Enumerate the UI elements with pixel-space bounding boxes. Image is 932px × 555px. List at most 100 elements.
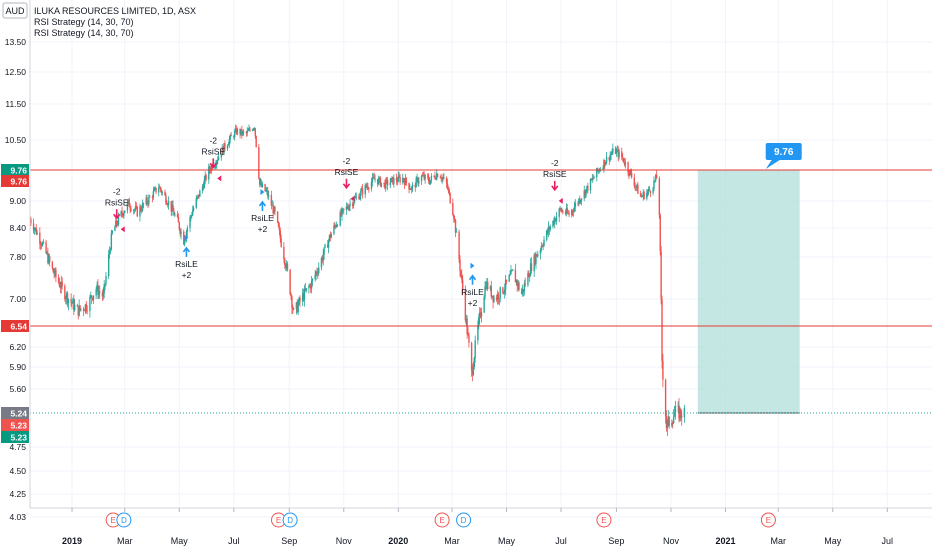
candle-body: [543, 239, 545, 246]
candle-body: [416, 178, 418, 180]
candle-body: [280, 238, 282, 247]
candle-body: [251, 130, 254, 131]
candle-body: [228, 139, 231, 145]
candle-body: [217, 159, 219, 162]
x-tick-label: 2020: [388, 536, 408, 546]
candle-body: [454, 219, 457, 233]
candle-body: [420, 175, 423, 182]
candle-body: [404, 177, 407, 185]
candle-body: [510, 270, 512, 275]
candle-body: [377, 178, 380, 185]
candle-body: [621, 151, 623, 158]
symbol-title: ILUKA RESOURCES LIMITED, 1D, ASX: [34, 6, 196, 16]
long-signal-marker: [470, 262, 475, 269]
target-zone[interactable]: [697, 170, 800, 413]
x-tick-label: May: [171, 536, 189, 546]
candle-body: [276, 211, 279, 222]
y-tick-label: 8.40: [9, 223, 26, 233]
candle-body: [151, 196, 154, 198]
candle-body: [57, 276, 60, 283]
earnings-event-icon[interactable]: [434, 512, 450, 528]
candle-body: [73, 299, 75, 311]
candle-body: [342, 208, 344, 210]
dividend-event-icon[interactable]: [456, 512, 472, 528]
candle-body: [564, 212, 567, 214]
x-tick-label: Mar: [444, 536, 460, 546]
candle-body: [360, 188, 363, 191]
candle-body: [436, 173, 438, 180]
candle-body: [104, 283, 106, 285]
candle-body: [111, 230, 113, 234]
candle-body: [573, 206, 576, 212]
candle-body: [409, 189, 411, 190]
candle-body: [453, 218, 456, 220]
candle-body: [524, 283, 526, 285]
signal-label: +2: [182, 270, 192, 280]
candle-body: [417, 178, 419, 184]
y-tick-label: 6.20: [9, 342, 26, 352]
earnings-event-icon[interactable]: [596, 512, 612, 528]
candle-body: [641, 196, 644, 197]
candle-body: [411, 187, 413, 190]
candle-body: [46, 252, 48, 254]
candle-body: [224, 143, 226, 149]
candle-body: [617, 149, 619, 158]
candle-body: [327, 240, 330, 248]
earnings-event-icon[interactable]: [760, 512, 776, 528]
event-label: D: [121, 516, 127, 525]
candle-body: [539, 249, 542, 254]
candle-body: [612, 148, 614, 154]
candle-body: [354, 197, 357, 199]
candle-body: [222, 147, 224, 154]
candle-body: [511, 270, 513, 272]
signal-label: RsiSE: [543, 169, 567, 179]
candle-body: [185, 231, 188, 238]
candle-body: [352, 203, 354, 206]
candle-body: [572, 211, 575, 213]
dividend-event-icon[interactable]: [282, 512, 298, 528]
candle-body: [549, 226, 551, 230]
candle-body: [637, 184, 639, 194]
candle-body: [604, 160, 606, 166]
signals-layer: -2RsiSERsiLE+2-2RsiSERsiLE+2-2RsiSERsiLE…: [105, 135, 567, 307]
candle-body: [359, 196, 361, 200]
indicator-label-1[interactable]: RSI Strategy (14, 30, 70): [34, 17, 134, 27]
indicator-label-2[interactable]: RSI Strategy (14, 30, 70): [34, 28, 134, 38]
candle-body: [153, 189, 155, 192]
target-callout[interactable]: [765, 143, 802, 160]
candle-body: [109, 249, 112, 252]
candle-body: [341, 209, 343, 216]
candle-body: [630, 170, 632, 173]
price-tag-label: 6.54: [10, 322, 27, 332]
candle-body: [515, 280, 518, 283]
x-tick-label: Mar: [117, 536, 133, 546]
candle-body: [235, 128, 238, 134]
short-signal-arrow: [113, 209, 121, 220]
candle-body: [414, 184, 416, 188]
currency-badge[interactable]: [2, 2, 28, 19]
long-signal-marker: [184, 234, 189, 241]
signal-label: -2: [343, 156, 351, 166]
candle-body: [199, 190, 201, 197]
dividend-event-icon[interactable]: [116, 512, 132, 528]
currency-label: AUD: [5, 6, 25, 16]
candle-body: [465, 318, 467, 321]
candle-body: [95, 289, 97, 296]
candle-body: [208, 166, 211, 170]
candle-body: [654, 180, 656, 182]
candle-body: [427, 174, 429, 178]
x-tick-label: Sep: [281, 536, 297, 546]
price-tag: [1, 419, 29, 431]
signal-label: +2: [258, 224, 268, 234]
candle-body: [272, 204, 274, 214]
candle-body: [335, 225, 338, 228]
candle-body: [255, 135, 257, 147]
candle-body: [32, 223, 35, 231]
candle-body: [410, 189, 412, 190]
candle-body: [640, 196, 643, 198]
candle-body: [435, 178, 437, 180]
candle-body: [59, 286, 62, 288]
candle-body: [177, 217, 180, 223]
